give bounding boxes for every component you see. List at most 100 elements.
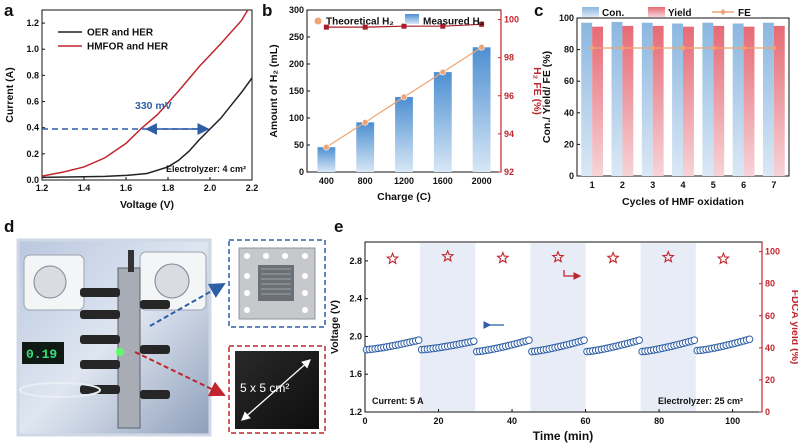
chart-c-legend-con: Con. [602,8,624,19]
chart-b-legend-measured: Measured H₂ [423,17,484,28]
chart-a-ytick-label: 0.6 [26,97,39,107]
chart-e-voltage-point [470,337,478,345]
chart-b-ylabel: Amount of H₂ (mL) [268,44,280,137]
photo-tubing [19,382,101,398]
photo-arrow-to-electrode [134,351,226,397]
chart-a-ytick-label: 0.4 [26,123,39,133]
chart-b-ytick-label: 200 [289,59,304,69]
panel-letter-b: b [262,1,272,20]
photo-bolt-8 [140,390,170,399]
chart-a-current-vs-voltage: 1.2 1.4 1.6 1.8 2.0 2.20.00.20.40.60.81.01.2 … [4,9,259,211]
chart-c-bar-yield [713,25,725,177]
chart-e-voltage-point [690,336,699,345]
panel-letter-a: a [4,1,14,20]
chart-b-bar-measured [472,47,491,173]
chart-e-y2tick-label: 20 [765,375,775,385]
chart-c-fe-point [770,45,777,52]
chart-b-fe-point [440,23,446,29]
chart-b-xtick-label: 800 [358,176,373,186]
chart-b-y2tick-label: 100 [504,15,519,25]
chart-c-ytick-label: 80 [564,45,574,55]
chart-e-fdca-star [385,251,400,265]
photo-display-digits: 0.19 [26,347,57,362]
chart-e-fdca-star [496,251,510,264]
chart-e-arrow-yield-axis [563,270,582,280]
chart-b-ytick-label: 150 [289,86,304,96]
chart-b-y2tick-label: 98 [504,53,514,63]
chart-a-xtick-label: 1.6 [120,183,133,193]
chart-e-band [420,243,476,411]
chart-c-bar-con [581,22,593,176]
chart-a-series-line-hmfor [41,9,249,177]
chart-c-legend-fe: FE [738,8,751,19]
chart-b-ytick-label: 50 [294,140,304,150]
chart-e-ytick-label: 1.6 [349,369,362,379]
chart-c-fe-point [619,45,626,52]
chart-c-legend-yield: Yield [668,8,692,19]
chart-e-fdca-star [551,250,565,263]
chart-e-stability: 0 20 40 60 80 1001.21.62.02.42.8020406080100 … [329,241,798,443]
inset-flow-plate-frame [228,239,326,328]
chart-e-band [640,243,696,411]
chart-e-voltage-point [635,336,644,345]
chart-b-ytick-label: 100 [289,113,304,123]
chart-a-xtick-label: 1.8 [162,183,175,193]
chart-e-y2tick-label: 80 [765,279,775,289]
chart-c-legend-fe-marker [720,9,726,15]
chart-b-xtick-label: 2000 [472,176,492,186]
chart-b-ytick-label: 300 [289,5,304,15]
chart-e-xtick-label: 20 [434,416,444,426]
photo-pump-right-rotor [154,263,190,299]
chart-e-fdca-star [661,250,675,263]
chart-c-cycles: 0 20 40 60 80 100 1 2 3 4 5 6 7 Cycles of HMF oxidat… [541,7,790,208]
chart-c-fe-point [589,45,596,52]
chart-c-fe-point [649,45,656,52]
photo-bolt-4 [80,360,120,369]
chart-c-bar-yield [743,26,755,176]
chart-b-theoretical-point [439,68,447,76]
photo-arrow-to-plate [149,283,226,327]
inset-flow-plate-holes [244,253,308,313]
chart-c-bar-con [732,23,744,177]
chart-e-y2tick-label: 0 [765,407,770,417]
chart-e-y2tick-label: 100 [765,247,780,257]
chart-c-fe-point [740,45,747,52]
chart-b-legend-measured-swatch [405,14,419,24]
chart-c-ytick-label: 100 [559,13,574,23]
chart-c-bar-yield [773,25,785,177]
inset-electrode-diagonal-arrow [241,359,311,421]
inset-electrode-frame [228,345,326,434]
chart-e-y2label: FDCA yield (%) [789,290,798,365]
chart-a-ytick-label: 0.8 [26,70,39,80]
chart-b-xlabel: Charge (C) [377,191,431,203]
chart-a-xtick-label: 2.2 [246,183,259,193]
chart-c-fe-point [710,45,717,52]
chart-e-y2tick-label: 60 [765,311,775,321]
chart-e-xtick-label: 40 [507,416,517,426]
chart-a-ytick-label: 1.2 [26,18,39,28]
photo-device-border [16,238,212,437]
chart-c-ytick-label: 60 [564,76,574,86]
chart-e-ytick-label: 1.2 [349,407,362,417]
photo-bolt-6 [140,300,170,309]
chart-b-fe-point [401,23,407,29]
panel-letter-d: d [4,217,14,236]
chart-b-theoretical-point [478,43,485,51]
chart-a-annotation-330mv: 330 mV [135,100,172,112]
chart-c-legend-con-swatch [582,7,599,17]
chart-c-ytick-label: 40 [564,108,574,118]
chart-c-bar-yield [652,25,664,177]
chart-b-legend-theoretical-marker [314,17,322,25]
panel-letter-e: e [334,217,343,236]
chart-c-bar-con [611,21,623,177]
chart-b-xtick-label: 400 [319,176,334,186]
chart-c-xtick-label: 7 [771,180,776,190]
chart-c-bar-yield [592,26,604,176]
chart-b-legend-theoretical: Theoretical H₂ [326,17,394,28]
chart-e-note-current: Current: 5 A [372,396,424,406]
photo-electrolyzer: 0.19 5 x 5 cm² [16,238,326,437]
chart-b-bar-measured [433,72,452,172]
chart-c-fe-point [680,45,686,52]
chart-b-theoretical-point [400,93,408,101]
